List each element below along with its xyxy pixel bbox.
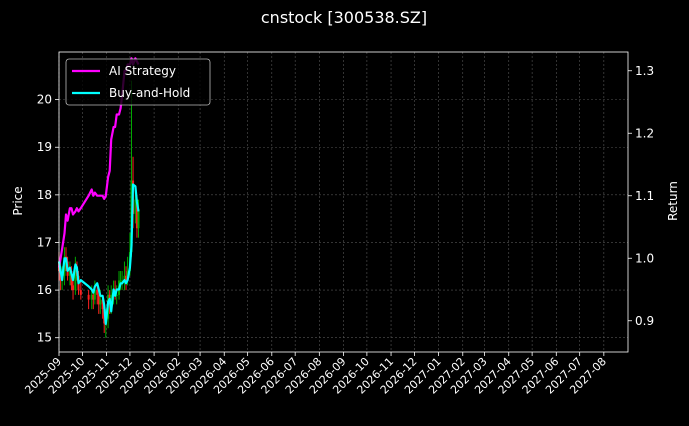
candle-body xyxy=(74,266,77,291)
y-right-tick-label: 1.0 xyxy=(635,251,654,265)
y-left-tick-label: 15 xyxy=(37,331,52,345)
y-right-tick-label: 0.9 xyxy=(635,314,654,328)
candle-body xyxy=(137,209,140,229)
legend: AI Strategy Buy-and-Hold xyxy=(65,58,211,106)
candle-body xyxy=(134,199,137,214)
legend-box xyxy=(65,58,211,106)
candle-body xyxy=(135,199,138,229)
candle-body xyxy=(72,285,75,291)
x-axis-ticks: 2025-092025-102025-112025-122026-012026-… xyxy=(22,352,609,397)
y-axis-right-ticks: 0.9 1.0 1.1 1.2 1.3 xyxy=(628,64,654,328)
y-left-tick-label: 16 xyxy=(37,283,52,297)
y-right-tick-label: 1.2 xyxy=(635,126,654,140)
candle-body xyxy=(99,299,102,305)
candle-body xyxy=(101,299,104,310)
candle-body xyxy=(97,294,100,305)
series-line xyxy=(57,183,140,325)
y-axis-left-ticks: 15 16 17 18 19 20 xyxy=(37,93,59,345)
candle-body xyxy=(115,294,118,296)
y-left-tick-label: 17 xyxy=(37,235,52,249)
candle-body xyxy=(119,280,122,282)
chart-title: cnstock [300538.SZ] xyxy=(261,8,427,27)
candle-body xyxy=(92,294,95,300)
candle-body xyxy=(79,290,82,295)
y-axis-left-label: Price xyxy=(11,186,25,215)
y-left-tick-label: 19 xyxy=(37,140,52,154)
candle-body xyxy=(121,280,124,282)
candle-body xyxy=(68,271,71,276)
y-left-tick-label: 20 xyxy=(37,93,52,107)
candle-body xyxy=(110,294,113,305)
y-left-tick-label: 18 xyxy=(37,188,52,202)
y-right-tick-label: 1.1 xyxy=(635,189,654,203)
candle-body xyxy=(87,294,90,300)
candle-body xyxy=(96,290,99,295)
candle-body xyxy=(90,294,93,300)
y-right-tick-label: 1.3 xyxy=(635,64,654,78)
y-axis-right-label: Return xyxy=(666,181,680,221)
legend-label: Buy-and-Hold xyxy=(109,86,190,100)
candle-body xyxy=(93,290,96,300)
legend-label: AI Strategy xyxy=(109,64,176,78)
candle-body xyxy=(123,275,126,281)
candle-body xyxy=(125,275,128,281)
